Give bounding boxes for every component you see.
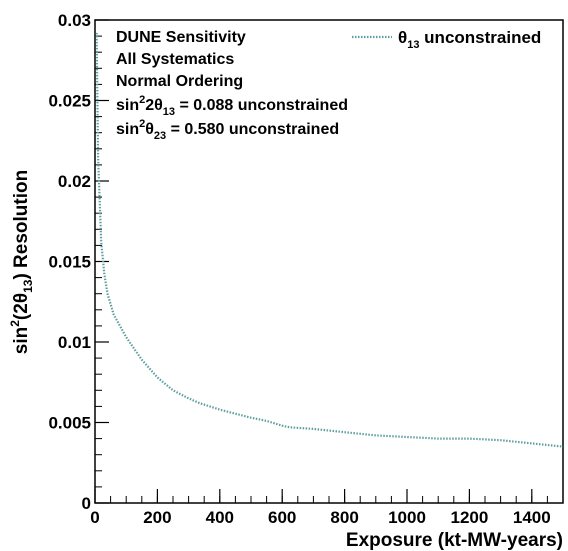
x-tick-label: 800: [330, 508, 358, 527]
y-tick-label: 0.02: [58, 172, 91, 191]
x-axis-title: Exposure (kt-MW-years): [346, 530, 563, 551]
x-tick-label: 600: [268, 508, 296, 527]
legend-label-theta13: θ13 unconstrained: [398, 28, 541, 51]
annotation-dune-sensitivity: DUNE Sensitivity: [116, 29, 246, 46]
x-tick-label: 200: [143, 508, 171, 527]
y-tick-label: 0.01: [58, 333, 91, 352]
annotation-sin2-theta23: sin2θ23 = 0.580 unconstrained: [116, 118, 339, 142]
y-tick-label: 0: [82, 494, 91, 513]
series-line-theta13-unconstrained: [95, 32, 564, 448]
y-tick-label: 0.005: [48, 414, 91, 433]
x-tick-label: 1400: [513, 508, 551, 527]
y-tick-label: 0.025: [48, 92, 91, 111]
y-axis-ticks: 0 0.005 0.01 0.015 0.02 0.025 0.03: [48, 11, 109, 513]
annotation-sin2-theta13: sin22θ13 = 0.088 unconstrained: [116, 94, 348, 118]
minor-ticks: [94, 19, 564, 504]
x-axis-ticks: 0 200 400 600 800 1000 1200 1400: [90, 489, 551, 527]
y-tick-label: 0.015: [48, 253, 91, 272]
annotation-normal-ordering: Normal Ordering: [116, 73, 243, 90]
series-layer: [95, 32, 564, 448]
plot-frame: [94, 19, 564, 504]
x-tick-label: 0: [90, 508, 99, 527]
x-tick-label: 1200: [450, 508, 488, 527]
y-tick-label: 0.03: [58, 11, 91, 30]
annotation-all-systematics: All Systematics: [116, 51, 234, 68]
x-tick-label: 400: [206, 508, 234, 527]
y-axis-title: sin2(2θ13) Resolution: [8, 170, 35, 354]
x-tick-label: 1000: [388, 508, 426, 527]
